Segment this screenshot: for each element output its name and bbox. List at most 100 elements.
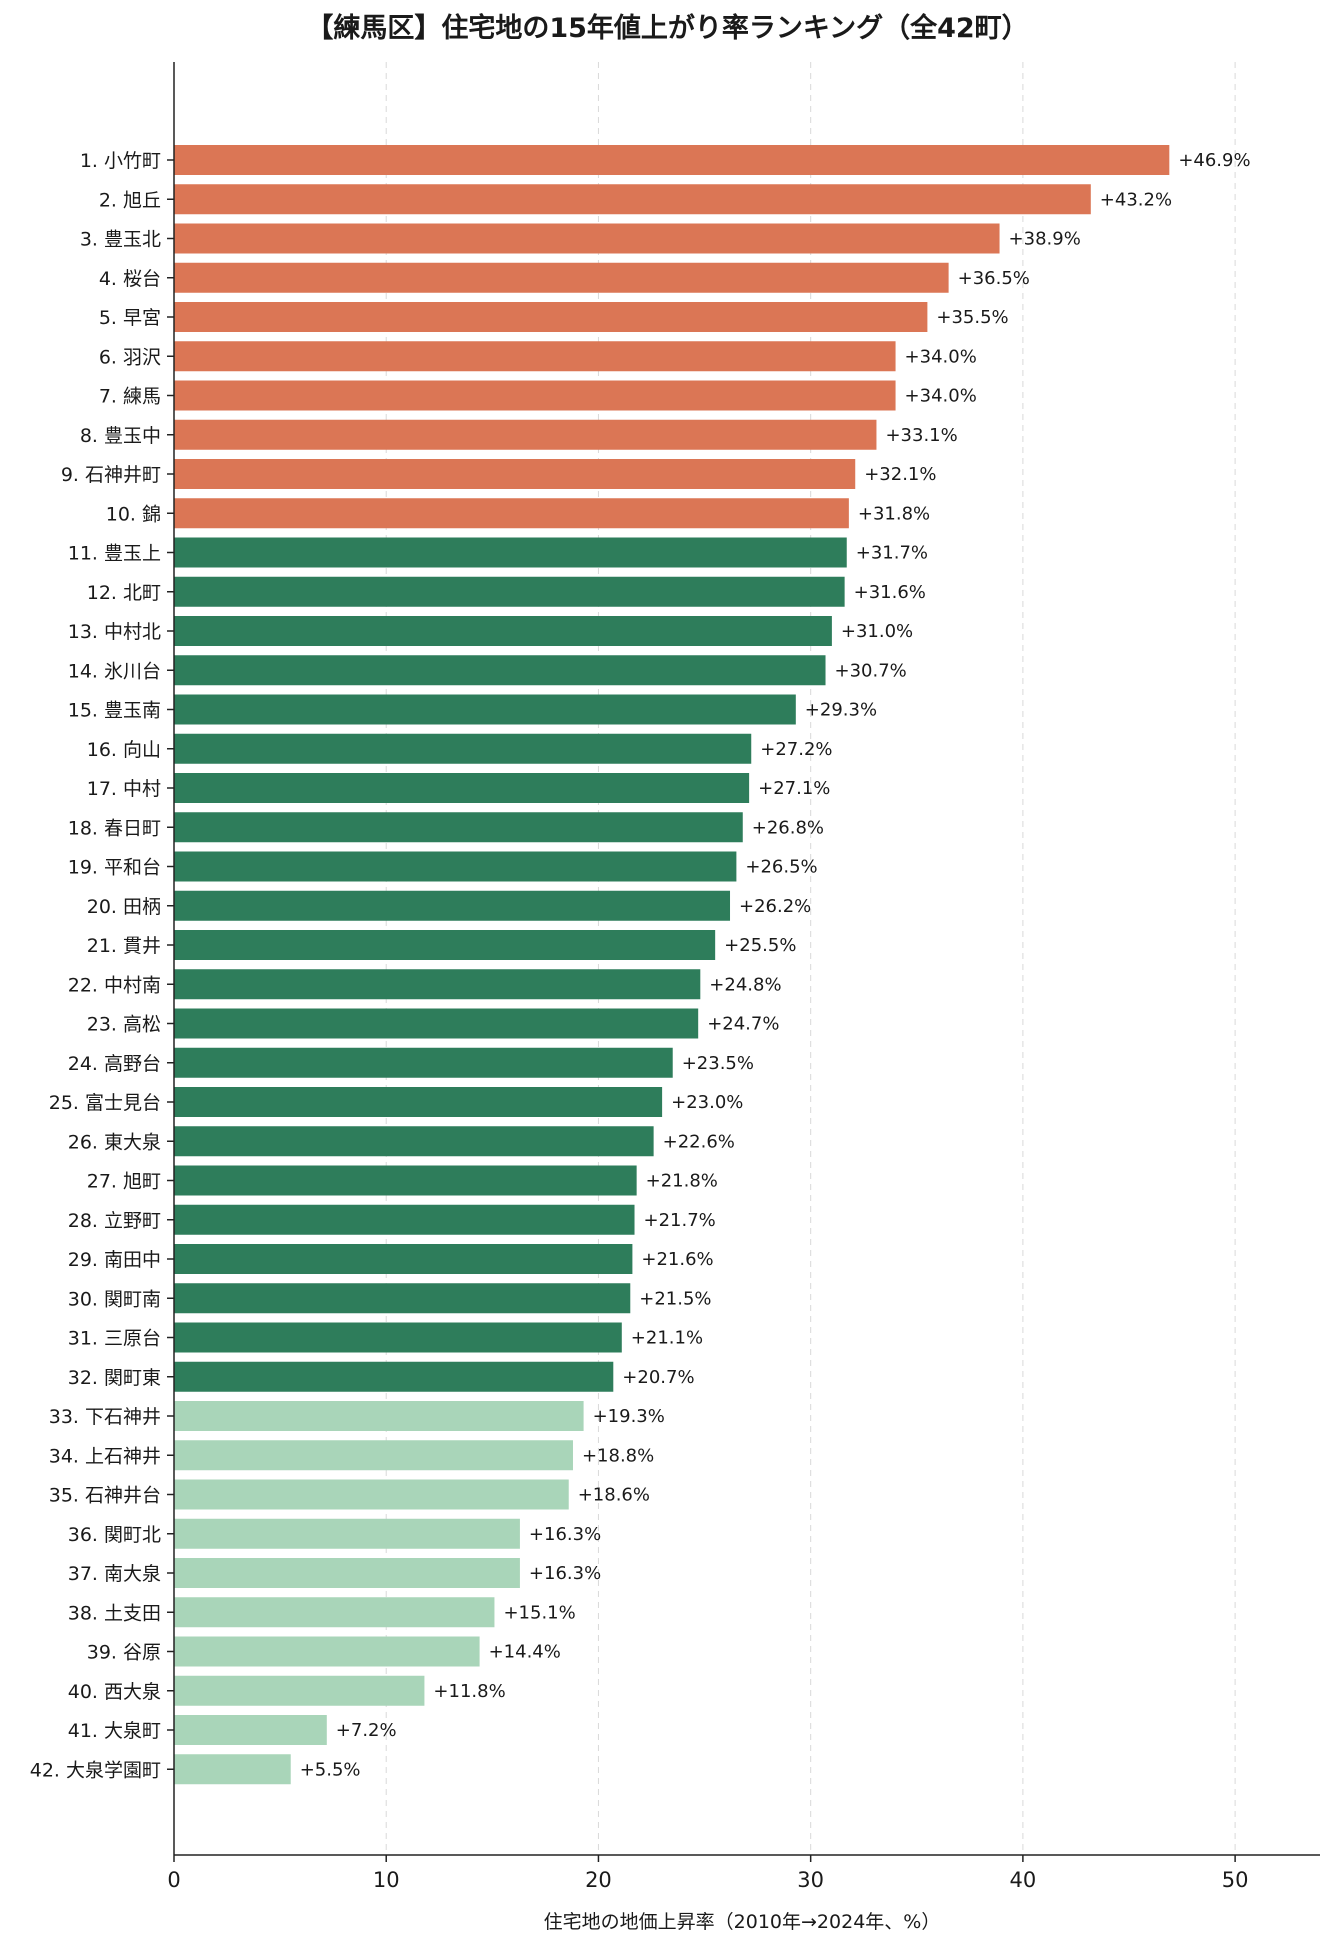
category-label: 16. 向山 <box>87 739 161 761</box>
value-label: +5.5% <box>300 1759 361 1780</box>
value-label: +18.8% <box>582 1445 654 1466</box>
category-label: 42. 大泉学園町 <box>30 1759 161 1781</box>
category-label: 12. 北町 <box>87 582 161 604</box>
category-label: 33. 下石神井 <box>49 1406 161 1428</box>
bar <box>174 1322 622 1353</box>
category-label: 22. 中村南 <box>68 974 161 996</box>
value-label: +27.1% <box>758 778 830 799</box>
value-label: +31.6% <box>854 582 926 603</box>
bar <box>174 812 743 843</box>
category-label: 21. 貫井 <box>87 935 161 957</box>
bar <box>174 1244 633 1274</box>
category-label: 25. 富士見台 <box>49 1092 161 1114</box>
bar <box>174 694 796 725</box>
bar <box>174 459 856 489</box>
category-label: 18. 春日町 <box>68 817 161 839</box>
category-label: 34. 上石神井 <box>49 1445 161 1467</box>
category-label: 3. 豊玉北 <box>80 229 161 251</box>
category-label: 35. 石神井台 <box>49 1485 161 1507</box>
value-label: +26.5% <box>745 857 817 878</box>
category-label: 28. 立野町 <box>68 1210 161 1232</box>
bar <box>174 1636 480 1667</box>
value-label: +22.6% <box>663 1131 735 1152</box>
value-label: +31.8% <box>858 503 930 524</box>
bar <box>174 302 928 332</box>
bar <box>174 1754 291 1785</box>
value-label: +21.8% <box>646 1171 718 1192</box>
value-label: +33.1% <box>885 425 957 446</box>
bar <box>174 380 896 411</box>
category-label: 39. 谷原 <box>87 1642 161 1664</box>
value-label: +35.5% <box>936 307 1008 328</box>
x-tick-label: 10 <box>373 1868 400 1892</box>
value-label: +38.9% <box>1009 229 1081 250</box>
x-tick-label: 20 <box>585 1868 612 1892</box>
x-tick-label: 50 <box>1222 1868 1249 1892</box>
bar <box>174 1204 635 1235</box>
value-label: +46.9% <box>1178 150 1250 171</box>
category-label: 40. 西大泉 <box>68 1681 161 1703</box>
bar <box>174 419 877 450</box>
value-label: +14.4% <box>489 1642 561 1663</box>
value-label: +31.0% <box>841 621 913 642</box>
bar <box>174 1440 573 1471</box>
category-label: 37. 南大泉 <box>68 1563 161 1585</box>
value-label: +24.8% <box>709 974 781 995</box>
value-label: +21.1% <box>631 1328 703 1349</box>
value-label: +43.2% <box>1100 189 1172 210</box>
value-label: +23.0% <box>671 1092 743 1113</box>
value-label: +21.7% <box>644 1210 716 1231</box>
category-label: 19. 平和台 <box>68 857 161 879</box>
category-label: 17. 中村 <box>87 778 161 800</box>
value-label: +31.7% <box>856 543 928 564</box>
bar <box>174 1283 631 1314</box>
value-label: +30.7% <box>835 660 907 681</box>
x-tick-label: 30 <box>797 1868 824 1892</box>
bar <box>174 1715 327 1745</box>
bar <box>174 1675 425 1706</box>
category-label: 20. 田柄 <box>87 896 161 918</box>
bar <box>174 616 832 646</box>
value-label: +29.3% <box>805 700 877 721</box>
bar <box>174 655 826 686</box>
category-label: 14. 氷川台 <box>68 660 161 682</box>
value-label: +16.3% <box>529 1524 601 1545</box>
bar <box>174 184 1091 215</box>
category-label: 11. 豊玉上 <box>68 543 161 565</box>
bar <box>174 890 731 921</box>
bar <box>174 773 750 803</box>
bar <box>174 262 949 293</box>
value-label: +11.8% <box>433 1681 505 1702</box>
value-label: +27.2% <box>760 739 832 760</box>
bar <box>174 1008 699 1039</box>
value-label: +7.2% <box>336 1720 397 1741</box>
category-label: 27. 旭町 <box>87 1171 161 1193</box>
bar <box>174 1597 495 1628</box>
value-label: +23.5% <box>682 1053 754 1074</box>
value-label: +20.7% <box>622 1367 694 1388</box>
value-label: +21.5% <box>639 1288 711 1309</box>
value-label: +26.2% <box>739 896 811 917</box>
x-tick-label: 0 <box>167 1868 180 1892</box>
category-label: 38. 土支田 <box>68 1602 161 1624</box>
x-tick-label: 40 <box>1010 1868 1037 1892</box>
axes: 0 10 20 30 40 50 1. 小竹町 2. 旭丘 3. 豊玉北 4. 桜台 5. 早宮 6.… <box>30 62 1320 1892</box>
bar <box>174 1518 520 1549</box>
category-label: 41. 大泉町 <box>68 1720 161 1742</box>
bar <box>174 1087 663 1117</box>
category-label: 8. 豊玉中 <box>80 425 161 447</box>
category-label: 15. 豊玉南 <box>68 700 161 722</box>
value-label: +32.1% <box>864 464 936 485</box>
bar <box>174 1479 569 1510</box>
category-label: 10. 錦 <box>106 503 161 525</box>
category-label: 29. 南田中 <box>68 1249 161 1271</box>
category-label: 13. 中村北 <box>68 621 161 643</box>
bar <box>174 341 896 372</box>
category-label: 5. 早宮 <box>99 307 161 329</box>
bar <box>174 1558 520 1588</box>
bar <box>174 1165 637 1196</box>
value-label: +34.0% <box>905 346 977 367</box>
bar <box>174 498 849 529</box>
value-label: +26.8% <box>752 817 824 838</box>
